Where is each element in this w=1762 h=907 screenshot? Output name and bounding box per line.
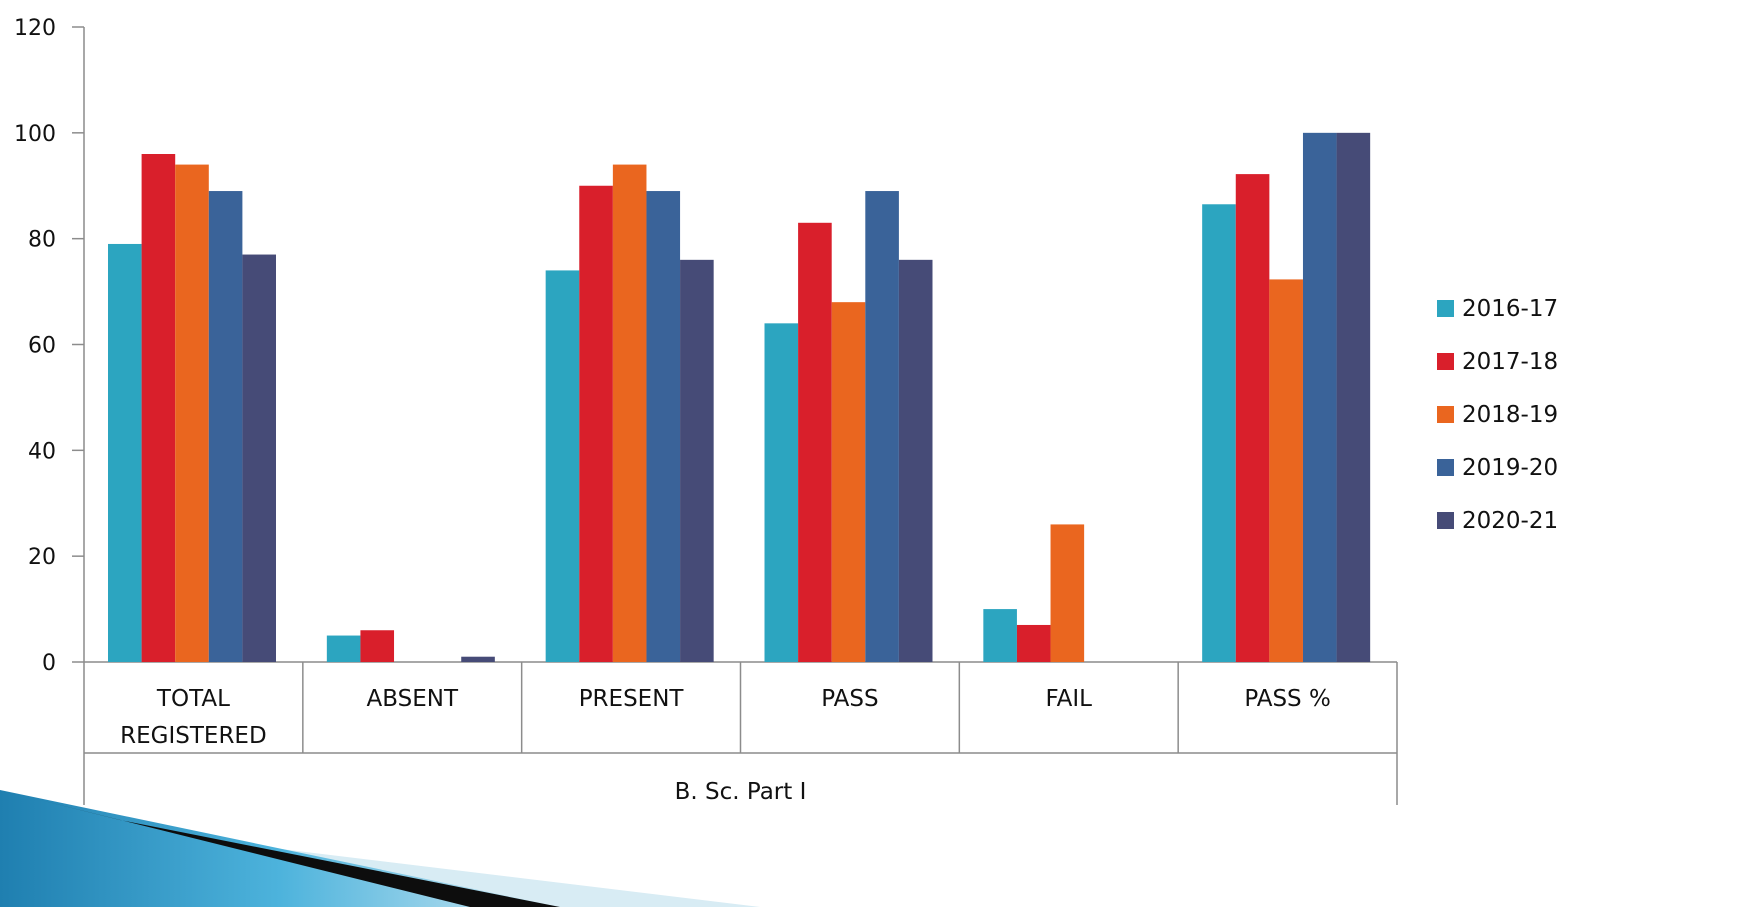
legend-swatch [1437,459,1454,476]
bar [1050,524,1085,662]
bar [1336,132,1371,663]
bars [108,132,1371,663]
bar [1302,132,1337,663]
legend-swatch [1437,353,1454,370]
bar [1269,279,1303,662]
category-label: REGISTERED [120,723,267,749]
y-tick-label: 40 [28,439,56,464]
category-label: PASS % [1244,686,1331,712]
y-tick-label: 0 [42,651,56,676]
bar [1016,624,1051,662]
bar [175,164,209,663]
bar [1202,204,1236,663]
bar [579,185,613,662]
category-label: PRESENT [579,686,685,712]
bar [242,254,276,662]
legend-label: 2018-19 [1462,402,1558,428]
legend-swatch [1437,406,1454,423]
bar [898,259,933,662]
legend-swatch [1437,512,1454,529]
y-tick-label: 60 [28,334,56,359]
bar [545,270,580,662]
bar [798,222,832,662]
bar [831,302,866,662]
y-tick-label: 80 [28,228,56,253]
axes [72,26,1398,805]
bar [612,164,647,663]
group-label: B. Sc. Part I [675,779,807,805]
bar [983,609,1017,662]
bar [680,259,714,662]
y-tick-label: 100 [14,122,56,147]
bar [108,243,142,663]
legend-label: 2020-21 [1462,508,1558,534]
category-label: FAIL [1046,686,1093,712]
category-label: PASS [821,686,878,712]
bar [208,191,243,662]
legend-swatch [1437,300,1454,317]
bar [646,191,681,662]
bar [1235,174,1270,662]
bar [865,191,899,662]
legend-label: 2019-20 [1462,455,1558,481]
axis-labels: 0 20 40 60 80 100 120 TOTAL REGISTERED ABSENT PRES… [14,16,1331,805]
y-tick-label: 120 [14,16,56,41]
category-label: TOTAL [156,686,230,712]
bar [141,154,176,662]
bar [461,656,495,662]
bar [360,630,395,662]
category-label: ABSENT [367,686,459,712]
slide-corner-decoration [0,790,760,907]
bar [764,323,799,662]
legend-label: 2017-18 [1462,349,1558,375]
bar [326,635,361,662]
y-tick-label: 20 [28,545,56,570]
legend: 2016-17 2017-18 2018-19 2019-20 2020-21 [1437,296,1558,534]
legend-label: 2016-17 [1462,296,1558,322]
